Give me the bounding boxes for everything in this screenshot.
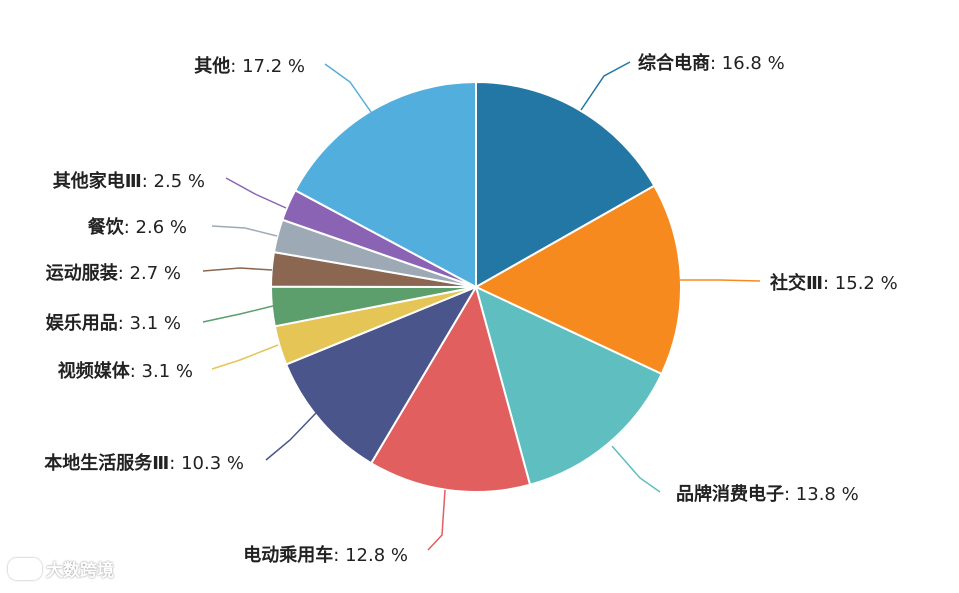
slice-label-7: 娱乐用品: 3.1 % — [46, 312, 181, 334]
slice-label-1: 综合电商: 16.8 % — [638, 52, 785, 74]
leader-line-8 — [202, 267, 273, 272]
slices-layer — [269, 81, 682, 493]
slice-label-name: 运动服装 — [46, 262, 118, 284]
leader-line-2 — [680, 279, 761, 282]
leader-line-7 — [202, 305, 274, 323]
leader-line-10 — [225, 177, 287, 209]
slice-label-value: : 2.5 % — [142, 171, 205, 192]
slice-label-name: 社交Ⅲ — [770, 272, 823, 294]
pie-slice-3 — [475, 286, 663, 486]
leader-line-6 — [211, 344, 279, 370]
slice-label-name: 电动乘用车 — [243, 544, 333, 566]
slice-label-name: 视频媒体 — [58, 360, 131, 382]
slice-label-2: 社交Ⅲ: 15.2 % — [770, 272, 898, 294]
slice-label-value: : 17.2 % — [230, 56, 305, 77]
slice-label-name: 其他家电Ⅲ — [53, 170, 142, 192]
slice-label-name: 本地生活服务Ⅲ — [44, 452, 169, 474]
watermark-logo-icon — [8, 557, 42, 580]
labels-layer: 综合电商: 16.8 % 社交Ⅲ: 15.2 % 品牌消费电子: 13.8 % 电动乘… — [44, 52, 897, 566]
leader-line-11 — [324, 63, 372, 113]
slice-label-value: : 12.8 % — [333, 545, 408, 566]
pie-slice-1 — [475, 81, 656, 288]
slice-label-value: : 2.7 % — [118, 263, 181, 284]
watermark-text: 大数跨境 — [46, 561, 114, 581]
watermark: 大数跨境 — [8, 556, 114, 581]
slice-label-8: 运动服装: 2.7 % — [46, 262, 181, 284]
slice-label-3: 品牌消费电子: 13.8 % — [676, 483, 859, 505]
slice-label-11: 其他: 17.2 % — [194, 55, 305, 77]
slice-label-name: 品牌消费电子 — [676, 483, 784, 505]
slice-label-value: : 15.2 % — [823, 273, 898, 294]
slice-label-value: : 3.1 % — [130, 361, 193, 382]
slice-label-value: : 10.3 % — [169, 453, 244, 474]
slice-label-4: 电动乘用车: 12.8 % — [243, 544, 408, 566]
slice-label-name: 综合电商 — [638, 52, 710, 74]
leader-line-4 — [427, 489, 446, 551]
slice-label-10: 其他家电Ⅲ: 2.5 % — [53, 170, 205, 192]
leader-line-1 — [580, 61, 631, 111]
leader-line-5 — [265, 412, 317, 461]
slice-label-9: 餐饮: 2.6 % — [87, 216, 187, 238]
leader-line-9 — [211, 225, 278, 237]
slice-label-5: 本地生活服务Ⅲ: 10.3 % — [44, 452, 244, 474]
leader-line-3 — [611, 445, 661, 493]
pie-slice-4 — [370, 286, 532, 493]
slice-label-value: : 16.8 % — [710, 53, 785, 74]
leader-lines-layer — [202, 61, 761, 551]
slice-label-6: 视频媒体: 3.1 % — [58, 360, 193, 382]
slice-label-name: 娱乐用品 — [46, 312, 118, 334]
slice-label-value: : 2.6 % — [124, 217, 187, 238]
slice-label-value: : 13.8 % — [784, 484, 859, 505]
slice-label-name: 其他 — [194, 55, 230, 77]
slice-label-value: : 3.1 % — [118, 313, 181, 334]
pie-slice-5 — [285, 286, 477, 465]
slice-label-name: 餐饮 — [87, 216, 125, 238]
pie-slice-2 — [475, 184, 682, 375]
